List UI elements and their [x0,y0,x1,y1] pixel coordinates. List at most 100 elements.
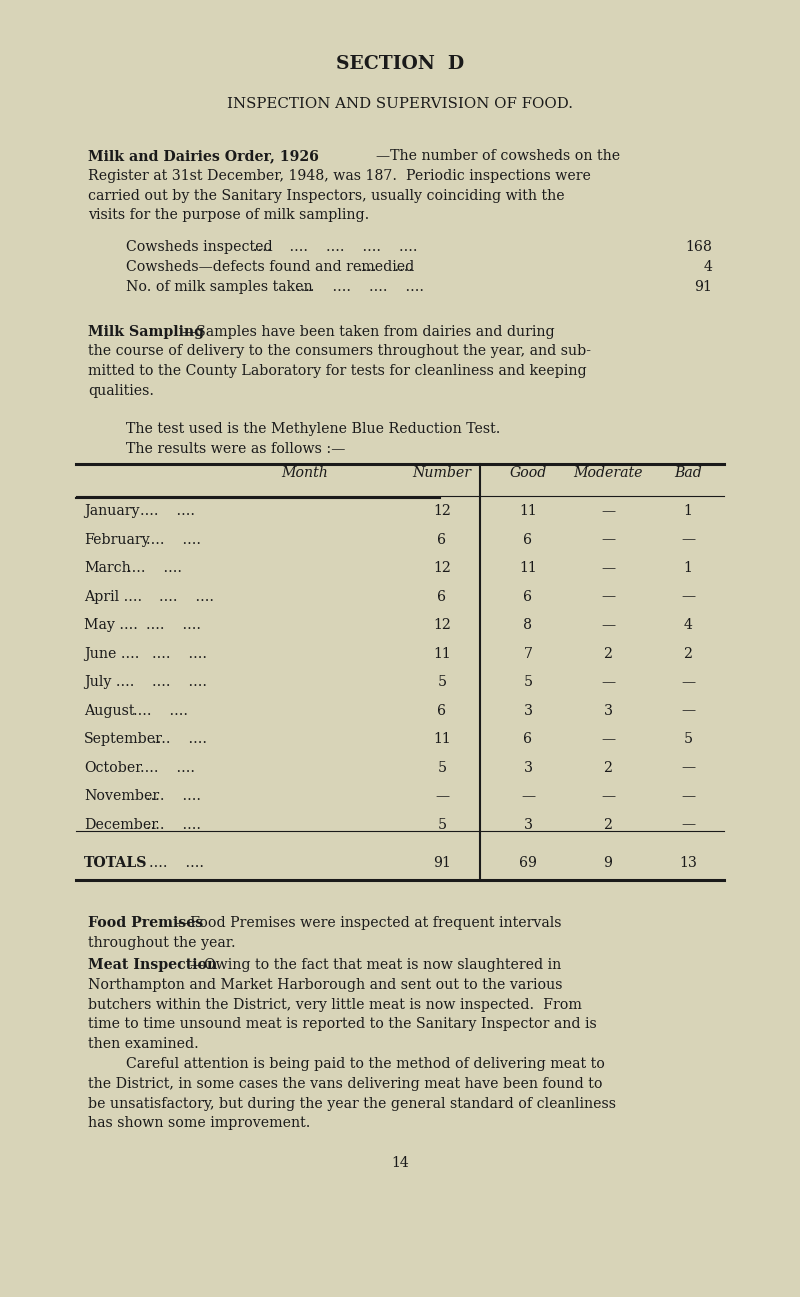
Text: 2: 2 [603,760,613,774]
Text: ....    ....: .... .... [139,760,194,774]
Text: March: March [84,562,130,575]
Text: then examined.: then examined. [88,1038,198,1051]
Text: TOTALS: TOTALS [84,856,147,870]
Text: —: — [601,533,615,546]
Text: 4: 4 [703,259,712,274]
Text: Register at 31st December, 1948, was 187.  Periodic inspections were: Register at 31st December, 1948, was 187… [88,169,591,183]
Text: 5: 5 [523,676,533,689]
Text: Milk and Dairies Order, 1926: Milk and Dairies Order, 1926 [88,149,319,163]
Text: 7: 7 [523,647,533,660]
Text: 3: 3 [523,760,533,774]
Text: 6: 6 [438,590,446,603]
Text: ....    ....: .... .... [126,562,182,575]
Text: —: — [681,760,695,774]
Text: 3: 3 [603,703,613,717]
Text: time to time unsound meat is reported to the Sanitary Inspector and is: time to time unsound meat is reported to… [88,1017,597,1031]
Text: —Samples have been taken from dairies and during: —Samples have been taken from dairies an… [182,324,554,339]
Text: Food Premises: Food Premises [88,916,203,930]
Text: —: — [681,703,695,717]
Text: ....    ....: .... .... [139,505,194,518]
Text: —: — [601,505,615,518]
Text: 6: 6 [523,732,533,746]
Text: 12: 12 [433,619,451,632]
Text: 9: 9 [603,856,613,870]
Text: 69: 69 [519,856,537,870]
Text: ....    ....: .... .... [153,676,207,689]
Text: No. of milk samples taken: No. of milk samples taken [126,280,313,294]
Text: August: August [84,703,134,717]
Text: ....    ....: .... .... [149,856,204,870]
Text: 4: 4 [683,619,693,632]
Text: Number: Number [413,466,471,480]
Text: February: February [84,533,150,546]
Text: Milk Sampling: Milk Sampling [88,324,204,339]
Text: November: November [84,789,159,803]
Text: 6: 6 [523,590,533,603]
Text: 12: 12 [433,562,451,575]
Text: 14: 14 [391,1156,409,1170]
Text: ....    ....: .... .... [146,619,201,632]
Text: ....    ....: .... .... [159,590,214,603]
Text: —: — [435,789,449,803]
Text: 1: 1 [683,562,693,575]
Text: 6: 6 [438,703,446,717]
Text: Moderate: Moderate [574,466,642,480]
Text: September: September [84,732,163,746]
Text: qualities.: qualities. [88,384,154,398]
Text: 8: 8 [523,619,533,632]
Text: throughout the year.: throughout the year. [88,936,236,949]
Text: mitted to the County Laboratory for tests for cleanliness and keeping: mitted to the County Laboratory for test… [88,364,586,379]
Text: —: — [601,732,615,746]
Text: —: — [601,619,615,632]
Text: June ....: June .... [84,647,139,660]
Text: Cowsheds—defects found and remedied: Cowsheds—defects found and remedied [126,259,414,274]
Text: ....    ....    ....    ....    ....: .... .... .... .... .... [253,240,417,254]
Text: Good: Good [510,466,546,480]
Text: May ....: May .... [84,619,138,632]
Text: 5: 5 [438,676,446,689]
Text: —: — [601,590,615,603]
Text: the course of delivery to the consumers throughout the year, and sub-: the course of delivery to the consumers … [88,345,591,358]
Text: —: — [681,533,695,546]
Text: Cowsheds inspected: Cowsheds inspected [126,240,273,254]
Text: has shown some improvement.: has shown some improvement. [88,1117,310,1130]
Text: ....    ....    ....    ....: .... .... .... .... [296,280,424,294]
Text: Meat Inspection: Meat Inspection [88,958,218,971]
Text: 168: 168 [685,240,712,254]
Text: —: — [681,789,695,803]
Text: 3: 3 [523,817,533,831]
Text: Careful attention is being paid to the method of delivering meat to: Careful attention is being paid to the m… [126,1057,605,1071]
Text: —: — [681,817,695,831]
Text: 1: 1 [683,505,693,518]
Text: —: — [681,590,695,603]
Text: 2: 2 [683,647,693,660]
Text: 11: 11 [519,505,537,518]
Text: 12: 12 [433,505,451,518]
Text: 5: 5 [438,760,446,774]
Text: 11: 11 [433,732,451,746]
Text: 6: 6 [523,533,533,546]
Text: ....    ....: .... .... [358,259,413,274]
Text: ....    ....: .... .... [146,789,201,803]
Text: 2: 2 [603,817,613,831]
Text: —: — [521,789,535,803]
Text: butchers within the District, very little meat is now inspected.  From: butchers within the District, very littl… [88,997,582,1012]
Text: December: December [84,817,158,831]
Text: ....    ....: .... .... [133,703,188,717]
Text: ....    ....: .... .... [153,647,207,660]
Text: 91: 91 [433,856,451,870]
Text: July ....: July .... [84,676,134,689]
Text: —: — [601,562,615,575]
Text: April ....: April .... [84,590,142,603]
Text: 5: 5 [438,817,446,831]
Text: —: — [601,676,615,689]
Text: be unsatisfactory, but during the year the general standard of cleanliness: be unsatisfactory, but during the year t… [88,1096,616,1110]
Text: —: — [681,676,695,689]
Text: 5: 5 [683,732,693,746]
Text: the District, in some cases the vans delivering meat have been found to: the District, in some cases the vans del… [88,1077,602,1091]
Text: —Owing to the fact that meat is now slaughtered in: —Owing to the fact that meat is now slau… [190,958,562,971]
Text: 2: 2 [603,647,613,660]
Text: The results were as follows :—: The results were as follows :— [126,441,346,455]
Text: —Food Premises were inspected at frequent intervals: —Food Premises were inspected at frequen… [177,916,562,930]
Text: ....    ....: .... .... [146,817,201,831]
